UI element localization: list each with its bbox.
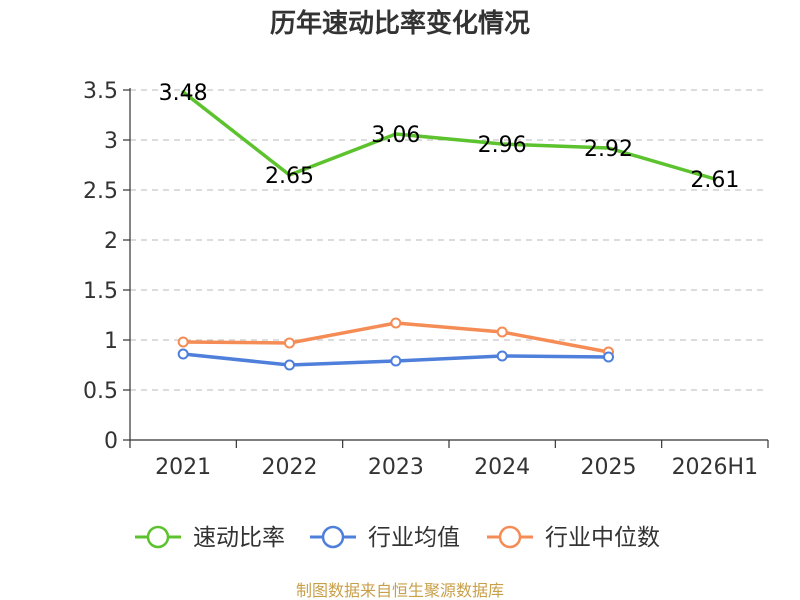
x-axis-ticks: 2021 2022 2023 2024 2025 2026H1 — [129, 440, 769, 480]
x-tick-label-2023: 2023 — [368, 455, 424, 480]
y-tick-label-3: 1.5 — [83, 279, 118, 304]
series-1-point-2 — [390, 355, 402, 367]
x-tick-label-2025: 2025 — [581, 455, 637, 480]
data-labels: 3.48 2.65 3.06 2.96 2.92 2.61 — [159, 81, 740, 193]
legend-item-0[interactable]: 速动比率 — [135, 525, 285, 551]
legend-label-1: 行业均值 — [368, 525, 460, 551]
y-tick-label-2: 1 — [104, 329, 118, 354]
legend-item-2[interactable]: 行业中位数 — [487, 525, 660, 551]
y-tick-label-0: 0 — [104, 429, 118, 454]
legend-marker-0 — [146, 525, 170, 549]
series-1-point-3 — [496, 350, 508, 362]
series-2-point-1 — [284, 337, 295, 349]
series-1-point-4 — [603, 351, 614, 363]
y-tick-label-1: 0.5 — [83, 379, 118, 404]
x-tick-label-2024: 2024 — [474, 455, 530, 480]
legend[interactable]: 速动比率 行业均值 行业中位数 — [135, 525, 660, 551]
y-tick-label-5: 2.5 — [83, 179, 118, 204]
data-label-2022: 2.65 — [265, 164, 314, 189]
legend-item-1[interactable]: 行业均值 — [310, 525, 460, 551]
data-label-2025: 2.92 — [584, 137, 633, 162]
series-1-point-1 — [284, 359, 295, 371]
x-tick-label-2022: 2022 — [262, 455, 318, 480]
legend-marker-2 — [498, 525, 522, 549]
y-tick-label-7: 3.5 — [83, 79, 118, 104]
data-label-2023: 3.06 — [371, 123, 420, 148]
legend-label-0: 速动比率 — [193, 525, 285, 551]
series-2-point-3 — [496, 326, 508, 338]
x-tick-label-2026H1: 2026H1 — [672, 455, 759, 480]
axes — [129, 88, 768, 441]
chart-title: 历年速动比率变化情况 — [270, 8, 530, 39]
series-line-0 — [181, 90, 717, 181]
y-tick-label-4: 2 — [104, 229, 118, 254]
legend-label-2: 行业中位数 — [545, 525, 660, 551]
data-label-2024: 2.96 — [478, 133, 527, 158]
legend-marker-1 — [321, 525, 345, 549]
series-2-point-2 — [390, 317, 402, 329]
series-group — [177, 90, 717, 371]
series-1-point-0 — [177, 348, 189, 360]
data-label-2026H1: 2.61 — [690, 168, 739, 193]
data-label-2021: 3.48 — [159, 81, 208, 106]
x-tick-label-2021: 2021 — [155, 455, 211, 480]
series-2-point-0 — [177, 336, 189, 348]
y-axis-ticks: 0 0.5 1 1.5 2 2.5 3 3.5 — [83, 79, 130, 454]
source-note: 制图数据来自恒生聚源数据库 — [296, 581, 504, 600]
grid-lines — [130, 89, 768, 391]
y-tick-label-6: 3 — [104, 129, 118, 154]
